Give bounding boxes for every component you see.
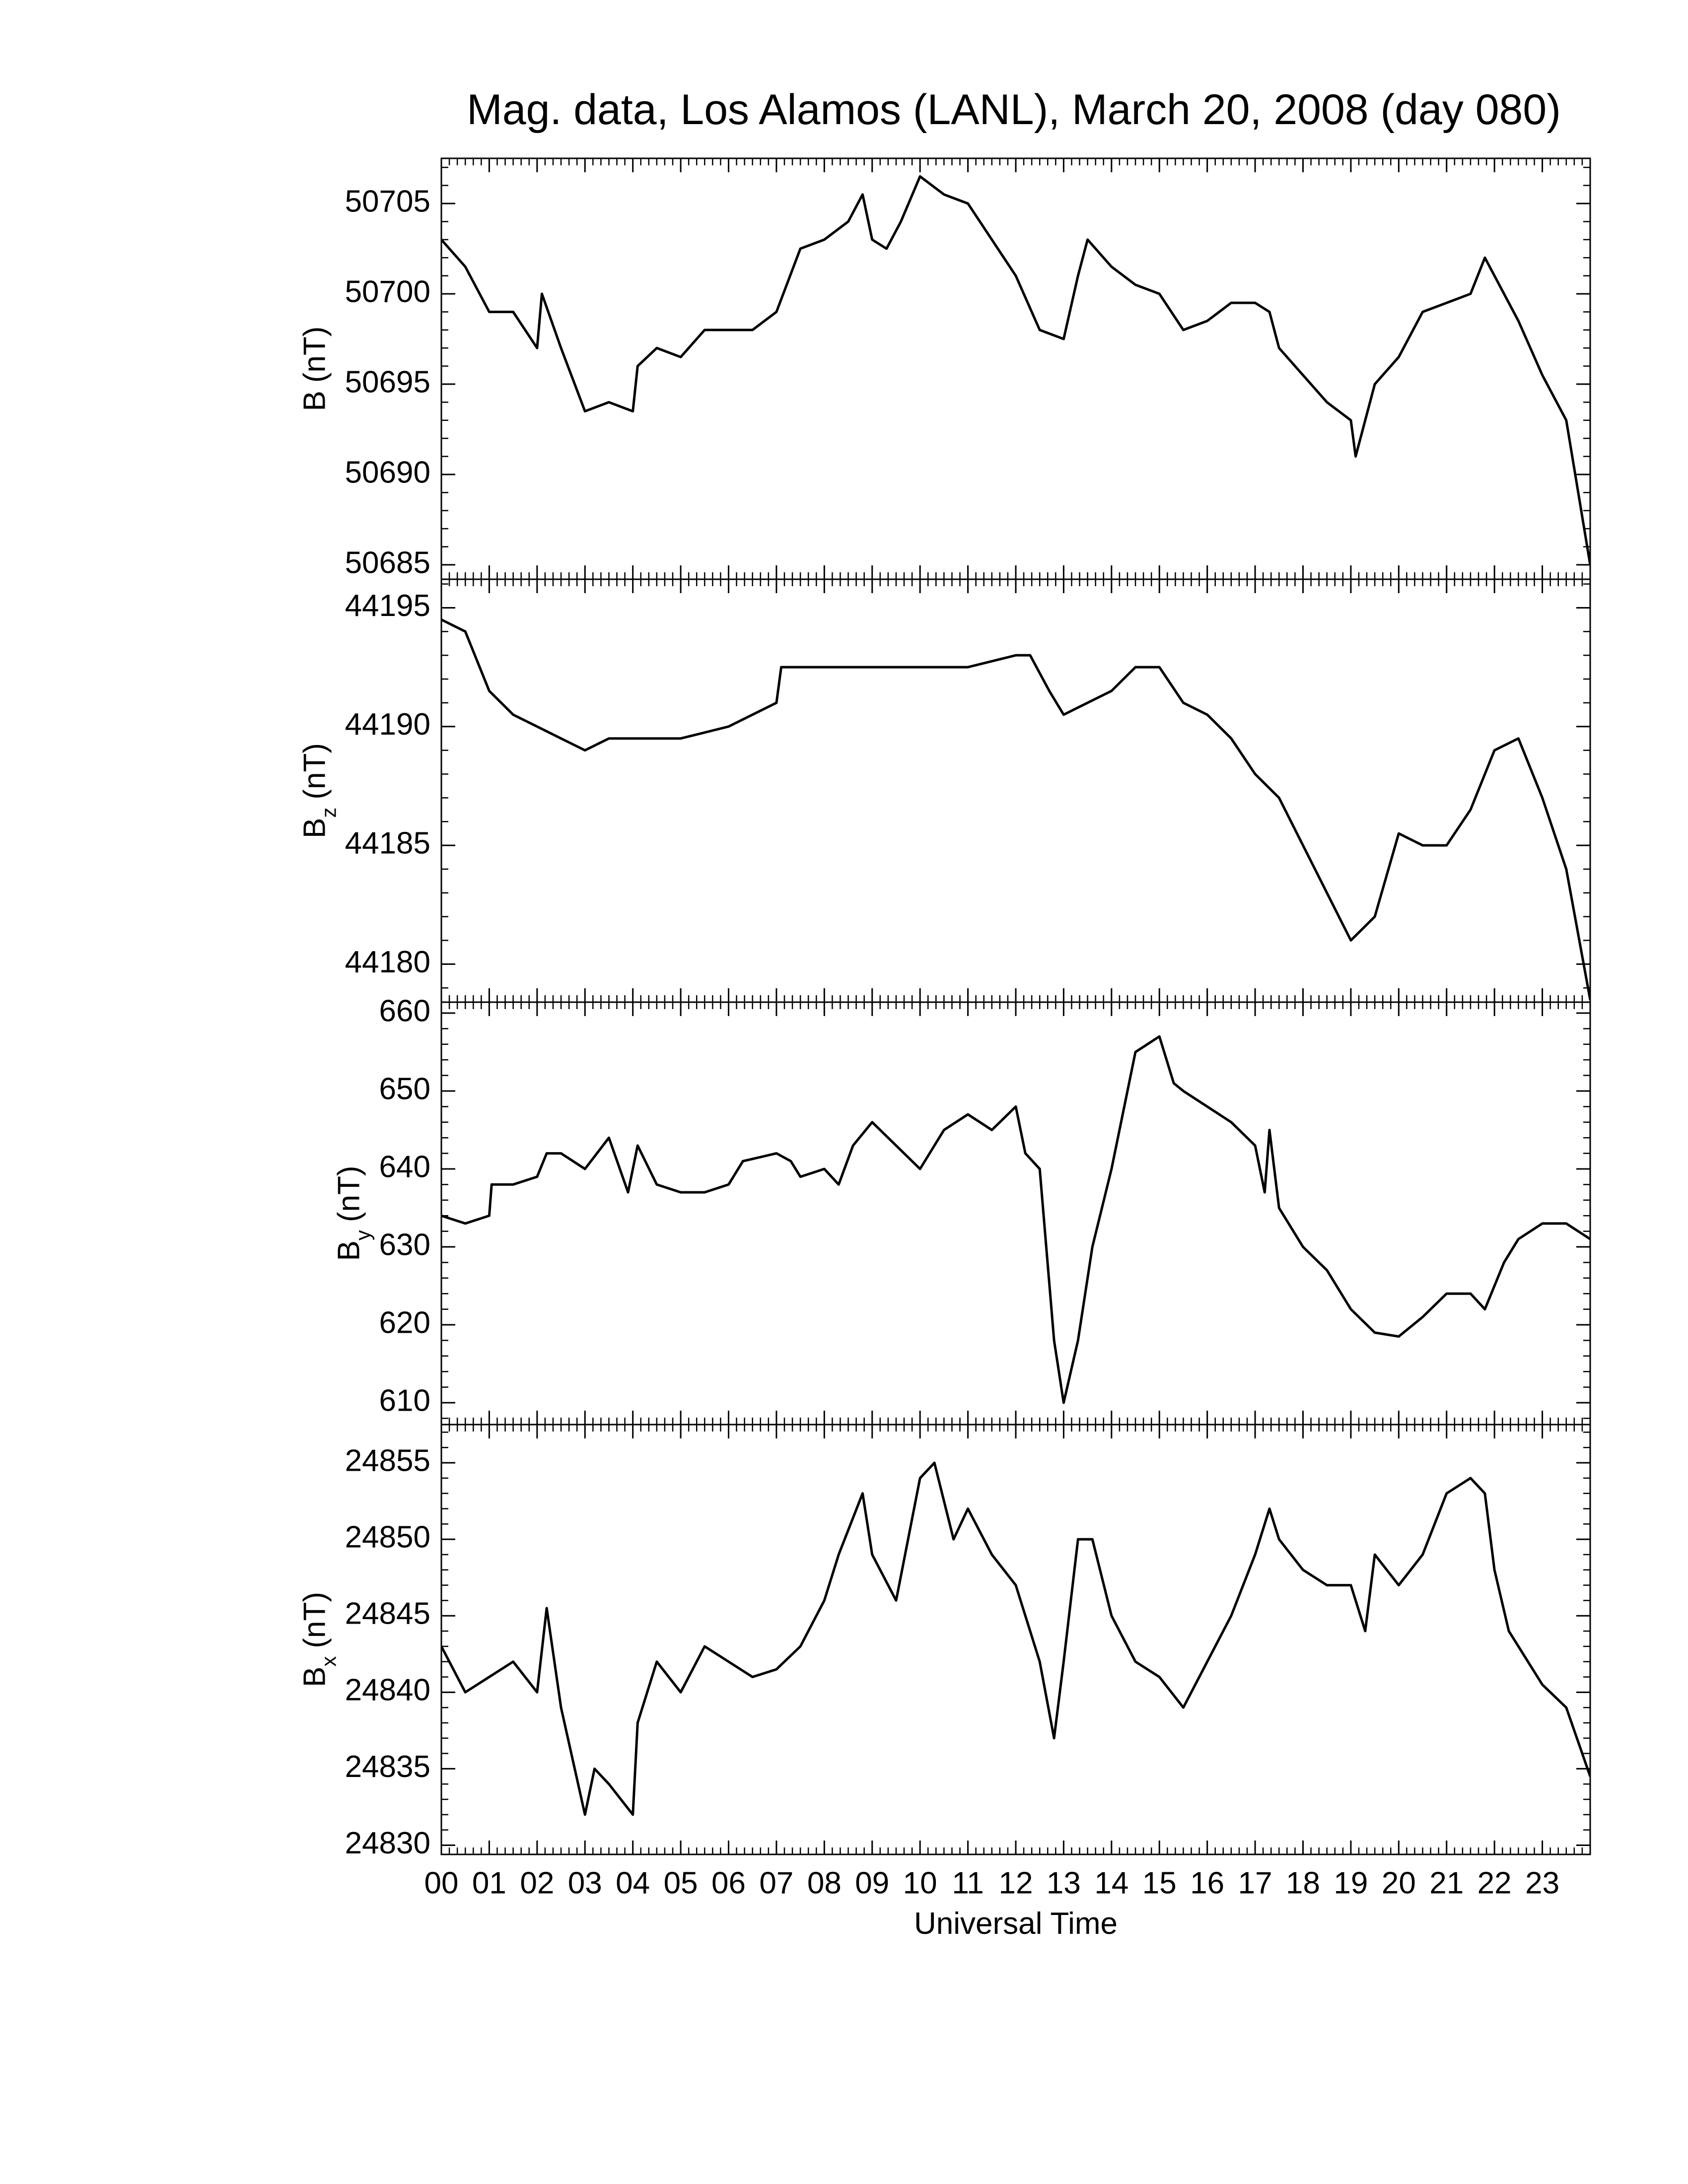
y-tick-label: 630 xyxy=(379,1228,430,1262)
x-tick-label: 09 xyxy=(855,1866,889,1900)
x-tick-label: 02 xyxy=(520,1866,554,1900)
y-label-symbol: B xyxy=(298,391,332,411)
data-line xyxy=(441,618,1590,1000)
x-tick-label: 23 xyxy=(1525,1866,1559,1900)
x-tick-label: 17 xyxy=(1238,1866,1272,1900)
x-axis-label: Universal Time xyxy=(914,1907,1118,1941)
y-tick-label: 44185 xyxy=(345,826,430,860)
data-line xyxy=(441,1461,1590,1816)
y-tick-label: 50700 xyxy=(345,274,430,309)
y-tick-label: 640 xyxy=(379,1150,430,1184)
y-label-subscript: y xyxy=(352,1230,375,1240)
x-tick-label: 21 xyxy=(1429,1866,1464,1900)
y-tick-label: 24835 xyxy=(345,1750,430,1784)
plot-area xyxy=(441,175,1590,565)
y-label-symbol: B xyxy=(298,818,332,838)
y-tick-label: 50695 xyxy=(345,365,430,399)
x-tick-label: 12 xyxy=(999,1866,1033,1900)
plot-area xyxy=(441,618,1590,1000)
y-axis-label: By (nT) xyxy=(332,1165,375,1261)
y-tick-label: 44180 xyxy=(345,945,430,979)
y-tick-label: 24850 xyxy=(345,1520,430,1555)
y-tick-label: 620 xyxy=(379,1305,430,1340)
y-axis-label: Bz (nT) xyxy=(298,743,341,838)
y-tick-label: 50690 xyxy=(345,455,430,489)
y-axis-label: Bx (nT) xyxy=(298,1592,341,1687)
x-tick-label: 07 xyxy=(759,1866,793,1900)
y-label-unit: (nT) xyxy=(298,743,332,800)
y-tick-label: 660 xyxy=(379,994,430,1028)
y-label-unit: (nT) xyxy=(298,326,332,383)
y-tick-label: 24830 xyxy=(345,1826,430,1860)
y-label-unit: (nT) xyxy=(298,1592,332,1648)
y-axis-label: B (nT) xyxy=(298,326,332,411)
x-tick-label: 03 xyxy=(568,1866,602,1900)
plot-area xyxy=(441,1461,1590,1816)
x-tick-label: 05 xyxy=(664,1866,698,1900)
x-tick-label: 06 xyxy=(711,1866,746,1900)
y-label-symbol: B xyxy=(332,1240,366,1261)
x-tick-label: 16 xyxy=(1190,1866,1224,1900)
y-tick-label: 24855 xyxy=(345,1443,430,1478)
y-tick-label: 24840 xyxy=(345,1673,430,1707)
data-line xyxy=(441,1035,1590,1404)
y-tick-label: 44195 xyxy=(345,589,430,623)
y-tick-label: 50685 xyxy=(345,546,430,580)
x-tick-label: 18 xyxy=(1286,1866,1320,1900)
x-tick-label: 19 xyxy=(1334,1866,1368,1900)
x-tick-label: 10 xyxy=(903,1866,937,1900)
x-tick-label: 13 xyxy=(1047,1866,1081,1900)
x-tick-label: 15 xyxy=(1142,1866,1177,1900)
y-label-subscript: z xyxy=(317,808,341,818)
data-line xyxy=(441,175,1590,565)
chart-title: Mag. data, Los Alamos (LANL), March 20, … xyxy=(467,86,1561,134)
x-tick-label: 14 xyxy=(1094,1866,1128,1900)
plot-area xyxy=(441,1035,1590,1404)
x-tick-label: 01 xyxy=(472,1866,506,1900)
y-label-unit: (nT) xyxy=(332,1165,366,1222)
y-tick-label: 650 xyxy=(379,1072,430,1106)
y-tick-label: 610 xyxy=(379,1383,430,1418)
x-tick-label: 08 xyxy=(807,1866,842,1900)
x-tick-label: 20 xyxy=(1382,1866,1416,1900)
y-tick-label: 24845 xyxy=(345,1597,430,1631)
x-tick-label: 11 xyxy=(952,1866,984,1900)
y-tick-label: 50705 xyxy=(345,184,430,218)
y-label-subscript: x xyxy=(317,1656,341,1667)
x-tick-label: 04 xyxy=(616,1866,650,1900)
x-tick-label: 22 xyxy=(1477,1866,1512,1900)
y-tick-label: 44190 xyxy=(345,707,430,742)
x-tick-label: 00 xyxy=(424,1866,459,1900)
y-label-symbol: B xyxy=(298,1667,332,1687)
